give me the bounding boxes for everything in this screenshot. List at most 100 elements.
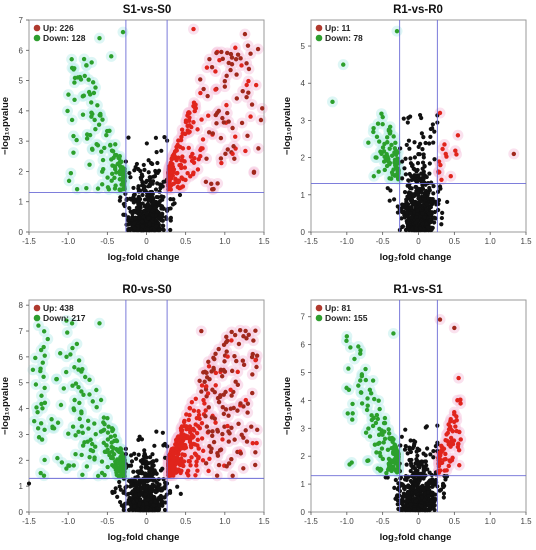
point-down-regulated	[105, 430, 111, 435]
point-not-significant	[161, 500, 166, 505]
point-not-significant	[433, 497, 438, 502]
point-up-regulated	[236, 341, 242, 347]
point-up-regulated	[448, 174, 453, 179]
point-not-significant	[398, 476, 403, 481]
point-down-regulated	[384, 470, 389, 476]
point-up-regulated	[443, 151, 448, 157]
point-down-regulated	[87, 132, 93, 138]
point-not-significant	[409, 227, 414, 233]
point-not-significant	[414, 226, 419, 231]
point-not-significant	[145, 479, 150, 484]
point-not-significant	[133, 493, 138, 498]
point-down-regulated	[36, 435, 42, 440]
y-axis-label: −log₁₀pvalue	[0, 97, 11, 155]
x-axis-label: log₂fold change	[380, 532, 452, 543]
point-not-significant	[430, 484, 435, 489]
point-down-regulated	[71, 463, 76, 468]
point-down-regulated	[106, 424, 111, 429]
point-down-regulated	[40, 406, 45, 411]
point-not-significant	[440, 481, 446, 486]
point-not-significant	[121, 507, 126, 513]
point-up-regulated	[214, 121, 219, 126]
point-up-regulated	[232, 353, 237, 359]
point-up-regulated	[454, 152, 459, 157]
point-not-significant	[142, 458, 147, 464]
point-not-significant	[139, 227, 144, 233]
point-not-significant	[139, 465, 144, 470]
point-down-regulated	[98, 429, 104, 434]
point-not-significant	[398, 146, 403, 151]
point-down-regulated	[382, 167, 387, 173]
point-up-regulated	[237, 328, 243, 333]
point-not-significant	[424, 202, 430, 207]
point-up-regulated	[210, 187, 215, 192]
y-tick-label: 0	[19, 508, 24, 517]
point-down-regulated	[378, 149, 383, 154]
point-up-regulated	[201, 397, 206, 403]
point-up-regulated	[174, 171, 179, 176]
point-up-regulated	[180, 184, 186, 189]
point-up-regulated	[253, 462, 258, 468]
point-not-significant	[412, 155, 418, 160]
point-not-significant	[403, 427, 408, 432]
point-up-regulated	[439, 177, 444, 182]
point-not-significant	[410, 163, 415, 168]
point-up-regulated	[243, 148, 248, 154]
point-down-regulated	[391, 459, 396, 464]
point-up-regulated	[244, 61, 249, 66]
point-not-significant	[445, 199, 450, 205]
point-not-significant	[145, 465, 150, 471]
point-down-regulated	[387, 436, 392, 441]
point-not-significant	[152, 174, 158, 179]
point-not-significant	[416, 186, 422, 192]
point-up-regulated	[251, 169, 257, 174]
point-up-regulated	[177, 444, 182, 449]
point-up-regulated	[456, 375, 461, 381]
point-down-regulated	[395, 169, 400, 175]
point-down-regulated	[395, 458, 400, 463]
point-up-regulated	[179, 158, 184, 163]
point-not-significant	[140, 223, 145, 229]
point-down-regulated	[81, 93, 87, 98]
point-up-regulated	[191, 170, 196, 175]
legend-label: Down: 155	[325, 313, 368, 323]
point-down-regulated	[375, 416, 381, 422]
point-not-significant	[428, 452, 433, 457]
point-not-significant	[408, 438, 413, 443]
point-up-regulated	[213, 383, 218, 388]
point-not-significant	[433, 199, 438, 204]
point-up-regulated	[454, 414, 459, 419]
point-up-regulated	[191, 441, 196, 447]
point-up-regulated	[203, 179, 209, 185]
point-up-regulated	[187, 412, 192, 418]
point-not-significant	[160, 226, 165, 232]
point-not-significant	[419, 461, 424, 467]
point-up-regulated	[206, 130, 212, 135]
point-not-significant	[153, 135, 159, 140]
point-up-regulated	[251, 338, 256, 343]
point-not-significant	[394, 494, 399, 499]
point-up-regulated	[454, 418, 459, 423]
point-down-regulated	[377, 139, 382, 144]
point-not-significant	[432, 215, 437, 220]
point-up-regulated	[217, 394, 223, 400]
point-up-regulated	[171, 181, 176, 186]
point-up-regulated	[451, 438, 457, 443]
point-not-significant	[417, 471, 422, 477]
point-up-regulated	[191, 26, 196, 32]
point-down-regulated	[109, 178, 114, 183]
point-not-significant	[139, 219, 145, 224]
point-up-regulated	[213, 351, 218, 357]
y-tick-label: 7	[301, 313, 306, 322]
x-tick-label: -1.0	[61, 517, 75, 526]
point-up-regulated	[225, 50, 230, 56]
point-up-regulated	[225, 423, 230, 429]
point-down-regulated	[391, 437, 396, 442]
point-glow-layer	[62, 23, 268, 196]
point-not-significant	[141, 162, 146, 168]
point-up-regulated	[211, 367, 216, 372]
point-not-significant	[131, 469, 136, 474]
point-down-regulated	[32, 418, 37, 424]
point-up-regulated	[203, 408, 208, 413]
point-up-regulated	[174, 461, 179, 466]
